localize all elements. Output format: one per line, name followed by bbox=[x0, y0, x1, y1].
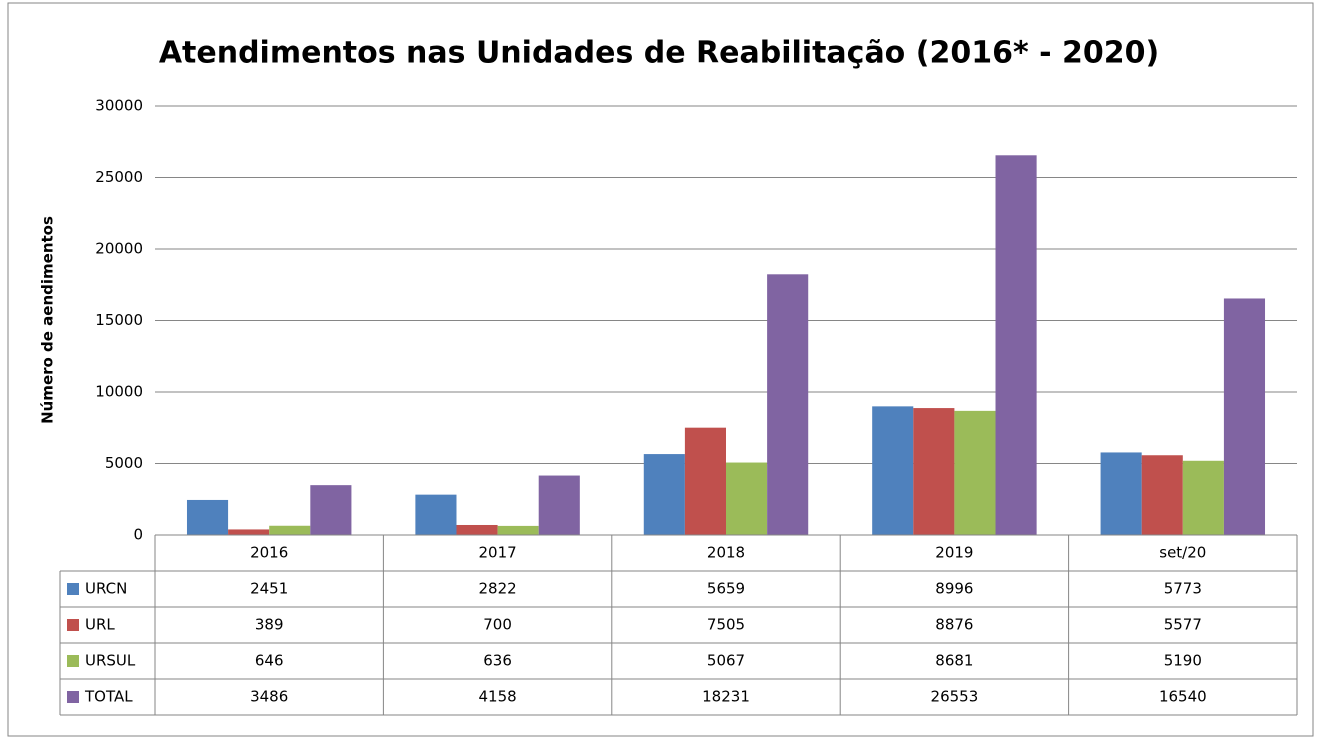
legend-key bbox=[67, 691, 79, 703]
table-value: 646 bbox=[255, 652, 284, 670]
bar bbox=[913, 408, 955, 535]
bar bbox=[767, 274, 809, 535]
bar bbox=[1100, 452, 1142, 535]
table-value: 18231 bbox=[702, 688, 750, 706]
table-value: 8876 bbox=[935, 616, 973, 634]
bar bbox=[684, 427, 726, 535]
y-tick-label: 15000 bbox=[95, 311, 143, 329]
bar bbox=[954, 410, 996, 535]
y-tick-label: 20000 bbox=[95, 240, 143, 258]
legend-label: URSUL bbox=[85, 652, 136, 670]
y-axis-label: Número de aendimentos bbox=[39, 216, 57, 424]
legend-key bbox=[67, 583, 79, 595]
table-value: 16540 bbox=[1159, 688, 1207, 706]
legend-label: TOTAL bbox=[84, 688, 133, 706]
table-value: 4158 bbox=[479, 688, 517, 706]
bar bbox=[310, 485, 352, 535]
table-value: 389 bbox=[255, 616, 284, 634]
y-tick-label: 5000 bbox=[105, 454, 143, 472]
table-value: 8681 bbox=[935, 652, 973, 670]
bar bbox=[726, 462, 768, 535]
bar bbox=[1223, 298, 1266, 535]
bar bbox=[1182, 460, 1224, 535]
bar bbox=[497, 525, 539, 535]
table-value: 5190 bbox=[1164, 652, 1202, 670]
chart-title: Atendimentos nas Unidades de Reabilitaçã… bbox=[159, 36, 1159, 71]
table-value: 5577 bbox=[1164, 616, 1202, 634]
table-value: 5659 bbox=[707, 580, 745, 598]
y-tick-label: 25000 bbox=[95, 168, 143, 186]
x-tick-label: 2019 bbox=[935, 544, 973, 562]
bar bbox=[872, 406, 914, 535]
table-value: 5067 bbox=[707, 652, 745, 670]
bar bbox=[415, 494, 457, 535]
bar bbox=[186, 499, 229, 535]
table-value: 3486 bbox=[250, 688, 288, 706]
bar bbox=[538, 475, 580, 535]
y-tick-label: 10000 bbox=[95, 383, 143, 401]
x-tick-label: 2017 bbox=[479, 544, 517, 562]
bar bbox=[456, 524, 498, 535]
table-value: 636 bbox=[483, 652, 512, 670]
x-tick-label: 2016 bbox=[250, 544, 288, 562]
x-tick-label: set/20 bbox=[1159, 544, 1206, 562]
bar bbox=[269, 525, 311, 535]
table-value: 2451 bbox=[250, 580, 288, 598]
bar bbox=[643, 454, 685, 535]
table-value: 8996 bbox=[935, 580, 973, 598]
table-value: 26553 bbox=[931, 688, 979, 706]
bar bbox=[1141, 455, 1183, 535]
bar bbox=[995, 155, 1037, 535]
legend-key bbox=[67, 655, 79, 667]
y-tick-label: 0 bbox=[133, 526, 143, 544]
legend-key bbox=[67, 619, 79, 631]
table-value: 2822 bbox=[479, 580, 517, 598]
legend-label: URL bbox=[85, 616, 115, 634]
chart-border bbox=[7, 2, 1314, 737]
bar bbox=[228, 529, 270, 535]
table-value: 5773 bbox=[1164, 580, 1202, 598]
x-tick-label: 2018 bbox=[707, 544, 745, 562]
table-value: 700 bbox=[483, 616, 512, 634]
table-value: 7505 bbox=[707, 616, 745, 634]
legend-label: URCN bbox=[85, 580, 127, 598]
y-tick-label: 30000 bbox=[95, 97, 143, 115]
